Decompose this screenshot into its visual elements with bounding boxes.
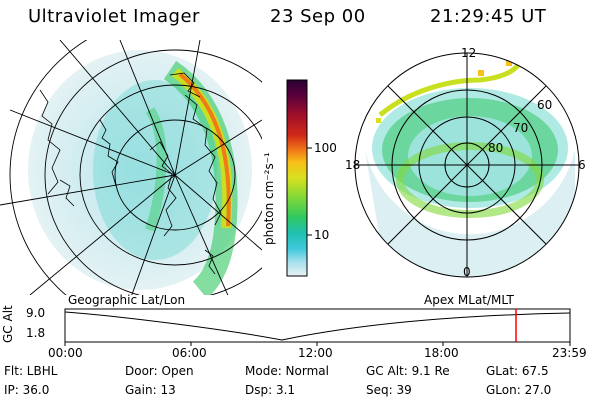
right-panel-caption: Apex MLat/MLT <box>424 293 514 307</box>
gc-alt-status: GC Alt: 9.1 Re <box>366 364 450 378</box>
color-scale <box>286 79 312 277</box>
ip-status: IP: 36.0 <box>4 383 50 397</box>
mode-status: Mode: Normal <box>245 364 329 378</box>
mlt-label-6: 6 <box>578 158 586 172</box>
color-scale-tick-100: 100 <box>314 141 337 155</box>
door-status: Door: Open <box>125 364 194 378</box>
mlt-label-12: 12 <box>461 46 477 60</box>
time-label: 21:29:45 UT <box>430 6 547 27</box>
timeline-ylabel: GC Alt <box>1 305 15 343</box>
instrument-title: Ultraviolet Imager <box>28 6 200 27</box>
timeline-ytick-bottom: 1.8 <box>26 326 46 340</box>
mlat-label-70: 70 <box>513 121 529 135</box>
gain-status: Gain: 13 <box>125 383 176 397</box>
timeline-frame <box>64 308 571 343</box>
glon-status: GLon: 27.0 <box>486 383 552 397</box>
polar-cap <box>408 116 532 196</box>
color-scale-bar <box>286 79 308 277</box>
lat-lon-grid <box>0 40 262 295</box>
timeline-xtick-3: 18:00 <box>424 346 459 360</box>
left-aurora-inner <box>93 80 217 260</box>
filter-status: Flt: LBHL <box>4 364 58 378</box>
timeline-xtick-4: 23:59 <box>552 346 587 360</box>
mlat-label-80: 80 <box>488 141 504 155</box>
dsp-status: Dsp: 3.1 <box>245 383 296 397</box>
altitude-curve <box>64 311 571 341</box>
timeline-xtick-1: 06:00 <box>172 346 207 360</box>
date-label: 23 Sep 00 <box>270 6 366 27</box>
color-scale-tick-10: 10 <box>314 228 330 242</box>
seq-status: Seq: 39 <box>366 383 412 397</box>
glat-status: GLat: 67.5 <box>486 364 549 378</box>
polar-grid <box>354 52 580 278</box>
mlt-label-0: 0 <box>463 265 471 279</box>
polar-plot <box>354 52 580 278</box>
timeline-xtick-2: 12:00 <box>298 346 333 360</box>
mlt-label-18: 18 <box>345 158 361 172</box>
orbit-timeline <box>64 308 571 346</box>
geographic-map <box>0 40 262 295</box>
timeline-ytick-top: 9.0 <box>26 306 46 320</box>
color-scale-unit: photon cm⁻²s⁻¹ <box>262 152 276 245</box>
mlat-label-60: 60 <box>537 98 553 112</box>
timeline-xtick-0: 00:00 <box>48 346 83 360</box>
left-panel-caption: Geographic Lat/Lon <box>68 293 186 307</box>
coastlines <box>39 72 222 275</box>
